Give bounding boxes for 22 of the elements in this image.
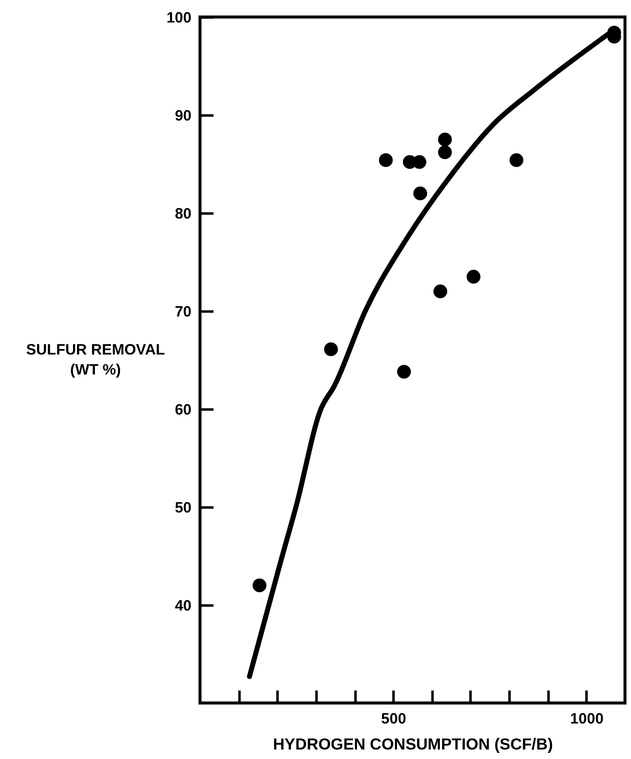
y-axis-title: SULFUR REMOVAL (WT %)	[26, 342, 165, 378]
point	[438, 132, 452, 146]
y-tick-label: 60	[174, 402, 192, 418]
point	[438, 145, 452, 160]
y-tick-label: 100	[166, 10, 192, 26]
point	[412, 155, 426, 169]
y-tick-label: 80	[174, 206, 192, 222]
y-tick-label: 70	[174, 304, 192, 320]
point	[324, 342, 338, 356]
point	[433, 284, 448, 298]
x-tick-label: 500	[381, 710, 406, 728]
y-tick-label: 90	[174, 108, 192, 124]
point	[397, 364, 411, 379]
y-tick-label: 40	[174, 598, 192, 614]
x-tick-label: 1000	[570, 710, 604, 728]
point	[252, 578, 266, 592]
y-tick-label: 50	[174, 500, 192, 516]
point	[378, 153, 393, 167]
x-axis-title: HYDROGEN CONSUMPTION (SCF/B)	[273, 736, 553, 754]
point	[510, 153, 524, 167]
point	[466, 270, 480, 284]
point	[413, 186, 428, 200]
